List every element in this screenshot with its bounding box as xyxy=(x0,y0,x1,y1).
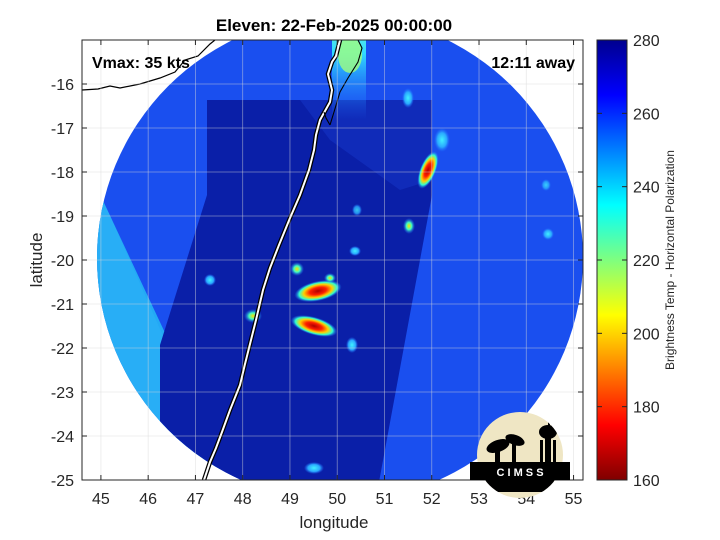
grid-lines xyxy=(82,40,583,481)
colorbar-tick-label: 220 xyxy=(633,253,660,270)
x-tick-label: 49 xyxy=(281,491,299,508)
colorbar-tick-label: 180 xyxy=(633,400,660,417)
chart-title: Eleven: 22-Feb-2025 00:00:00 xyxy=(216,16,452,35)
x-tick-label: 51 xyxy=(376,491,394,508)
y-tick-label: -22 xyxy=(51,341,74,358)
colorbar-tick-label: 260 xyxy=(633,106,660,123)
x-tick-label: 53 xyxy=(470,491,488,508)
colorbar-tick-label: 280 xyxy=(633,33,660,50)
y-tick-label: -24 xyxy=(51,429,74,446)
y-axis-ticks: -16 -17 -18 -19 -20 -21 -22 -23 -24 -25 xyxy=(51,77,583,490)
vmax-annotation: Vmax: 35 kts xyxy=(92,55,190,72)
y-tick-label: -17 xyxy=(51,121,74,138)
x-tick-label: 47 xyxy=(187,491,205,508)
x-tick-label: 52 xyxy=(423,491,441,508)
cimss-logo-text: C I M S S xyxy=(496,467,543,479)
x-tick-label: 50 xyxy=(328,491,346,508)
colorbar-label: Brightness Temp - Horizontal Polarizatio… xyxy=(663,150,677,370)
y-tick-label: -16 xyxy=(51,77,74,94)
y-tick-label: -18 xyxy=(51,165,74,182)
x-tick-label: 46 xyxy=(139,491,157,508)
y-tick-label: -21 xyxy=(51,297,74,314)
x-tick-label: 55 xyxy=(565,491,583,508)
y-tick-label: -23 xyxy=(51,385,74,402)
y-tick-label: -19 xyxy=(51,209,74,226)
x-tick-label: 45 xyxy=(92,491,110,508)
x-axis-label: longitude xyxy=(299,513,368,532)
cimss-logo: C I M S S xyxy=(470,412,570,498)
colorbar-tick-label: 160 xyxy=(633,473,660,490)
y-tick-label: -25 xyxy=(51,473,74,490)
x-tick-label: 48 xyxy=(234,491,252,508)
coastline xyxy=(82,40,363,480)
colorbar-tick-label: 240 xyxy=(633,180,660,197)
colorbar-tick-label: 200 xyxy=(633,326,660,343)
y-tick-label: -20 xyxy=(51,253,74,270)
colorbar-ticks: 160 180 200 220 240 260 280 xyxy=(597,33,660,490)
y-axis-label: latitude xyxy=(27,233,46,288)
eta-annotation: 12:11 away xyxy=(491,55,575,72)
